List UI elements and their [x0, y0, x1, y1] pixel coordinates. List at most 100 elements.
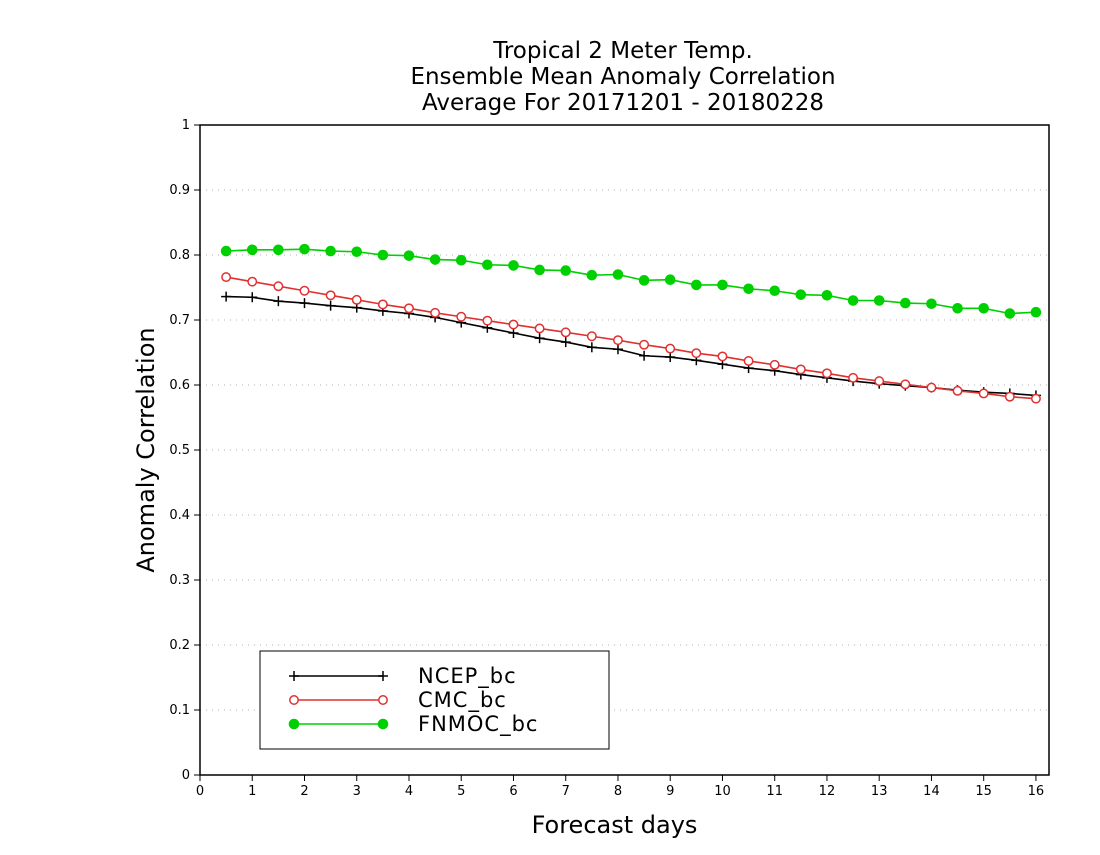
- x-tick-label: 12: [819, 784, 836, 799]
- data-point: [926, 382, 937, 393]
- data-point: [1004, 308, 1016, 319]
- title-line: Ensemble Mean Anomaly Correlation: [410, 64, 835, 90]
- legend-marker: [289, 671, 299, 681]
- legend-marker: [378, 671, 388, 681]
- x-tick-label: 4: [405, 784, 413, 799]
- data-point: [404, 303, 414, 314]
- data-point: [351, 294, 362, 305]
- data-point: [325, 300, 336, 311]
- data-point: [691, 348, 702, 359]
- y-tick-label: 0: [182, 768, 190, 783]
- data-point: [769, 359, 780, 370]
- data-point: [874, 376, 885, 387]
- x-tick-label: 3: [353, 784, 361, 799]
- data-point: [612, 344, 623, 355]
- data-point: [534, 333, 545, 344]
- data-point: [586, 331, 597, 342]
- data-point: [377, 299, 388, 310]
- data-point: [560, 265, 572, 276]
- y-tick-label: 0.2: [169, 638, 190, 653]
- y-tick-label: 0.5: [169, 443, 190, 458]
- data-point: [430, 307, 441, 318]
- title-line: Tropical 2 Meter Temp.: [492, 38, 753, 64]
- data-point: [508, 328, 519, 338]
- data-point: [403, 250, 415, 261]
- y-tick-label: 0.9: [169, 183, 190, 198]
- data-point: [560, 327, 571, 338]
- y-tick-label: 0.3: [169, 573, 190, 588]
- title-line: Average For 20171201 - 20180228: [422, 90, 824, 116]
- axes-layer: 00.10.20.30.40.50.60.70.80.910 1 2 3 4 5 6 7 8 9 1…: [132, 118, 1050, 839]
- data-point: [273, 281, 284, 292]
- y-tick-label: 0.7: [169, 313, 190, 328]
- data-point: [743, 283, 754, 295]
- legend-entry: FNMOC_bc: [288, 712, 538, 737]
- grid-layer: [200, 189, 1049, 711]
- data-point: [847, 295, 859, 306]
- data-point: [743, 356, 754, 366]
- data-point: [612, 269, 624, 280]
- x-axis-label: Forecast days: [532, 811, 698, 839]
- legend-marker: [288, 718, 300, 730]
- y-axis-label: Anomaly Correlation: [132, 327, 160, 572]
- data-point: [534, 264, 545, 276]
- legend-marker: [289, 695, 299, 705]
- data-point: [1030, 393, 1041, 404]
- data-point: [795, 364, 806, 375]
- y-tick-label: 0.8: [169, 248, 190, 263]
- data-point: [639, 350, 650, 361]
- data-point: [978, 388, 989, 399]
- data-point: [638, 275, 650, 286]
- data-point: [1030, 306, 1042, 318]
- data-point: [299, 285, 310, 296]
- data-point: [508, 260, 519, 271]
- data-point: [795, 289, 807, 300]
- data-point: [717, 351, 728, 362]
- data-point: [769, 285, 781, 297]
- y-tick-label: 1: [182, 118, 190, 133]
- data-point: [900, 379, 911, 390]
- x-tick-label: 9: [666, 784, 674, 799]
- data-point: [900, 297, 911, 309]
- x-tick-label: 15: [975, 784, 992, 799]
- data-point: [429, 254, 441, 265]
- data-point: [273, 296, 284, 307]
- data-point: [952, 303, 963, 314]
- data-point: [665, 343, 676, 354]
- x-tick-label: 14: [923, 784, 940, 799]
- legend-label: CMC_bc: [418, 688, 507, 713]
- legend-marker: [377, 718, 389, 730]
- data-point: [586, 269, 598, 281]
- x-tick-label: 8: [614, 784, 622, 799]
- data-point: [873, 295, 885, 306]
- series-fnmoc-bc: [220, 243, 1042, 319]
- x-tick-label: 2: [300, 784, 308, 799]
- x-tick-label: 0: [196, 784, 204, 799]
- data-point: [1004, 391, 1015, 402]
- data-point: [456, 311, 467, 322]
- x-tick-label: 13: [871, 784, 888, 799]
- x-tick-label: 7: [562, 784, 570, 799]
- x-tick-label: 5: [457, 784, 465, 799]
- data-point: [455, 254, 467, 266]
- data-point: [220, 245, 232, 257]
- data-point: [299, 298, 310, 309]
- series-layer: [220, 243, 1042, 404]
- data-point: [926, 298, 937, 310]
- series-line: [225, 276, 1036, 400]
- y-tick-label: 0.1: [169, 703, 190, 718]
- data-point: [952, 385, 963, 396]
- data-point: [534, 323, 545, 334]
- data-point: [717, 279, 728, 291]
- chart-title: Tropical 2 Meter Temp.Ensemble Mean Anom…: [410, 38, 835, 116]
- legend-entry: CMC_bc: [289, 688, 507, 713]
- y-tick-label: 0.6: [169, 378, 190, 393]
- legend-label: FNMOC_bc: [418, 712, 538, 737]
- y-tick-label: 0.4: [169, 508, 190, 523]
- data-point: [665, 352, 676, 363]
- legend-label: NCEP_bc: [418, 664, 517, 689]
- x-tick-label: 11: [766, 784, 783, 799]
- data-point: [482, 315, 493, 326]
